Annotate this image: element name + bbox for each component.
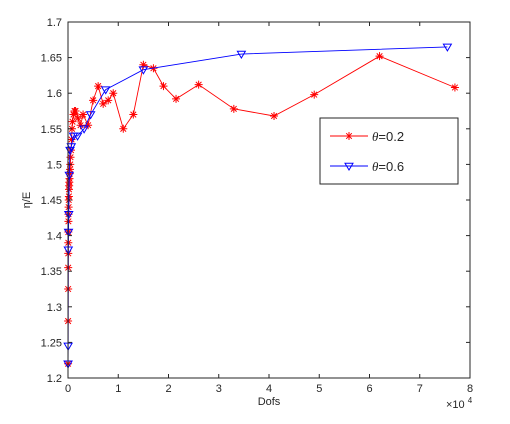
y-tick-label: 1.6 (47, 88, 62, 100)
legend-label-symbol: θ (372, 129, 379, 144)
data-point-triangle (236, 50, 247, 60)
y-tick-label: 1.45 (41, 195, 62, 207)
data-point-triangle (63, 228, 74, 238)
data-point-triangle (66, 143, 77, 152)
y-tick-label: 1.4 (47, 231, 62, 243)
y-tick-label: 1.25 (41, 337, 62, 349)
data-point-triangle (138, 66, 149, 75)
legend-label: θ=0.2 (372, 129, 404, 144)
y-tick-label: 1.3 (47, 302, 62, 314)
data-point-triangle (64, 171, 75, 181)
data-point-asterisk (66, 153, 75, 162)
data-point-asterisk (67, 135, 76, 144)
y-tick-label: 1.5 (47, 159, 62, 171)
data-point-asterisk (69, 110, 78, 119)
legend: θ=0.2θ=0.6 (319, 117, 459, 185)
legend-item-2: θ=0.6 (330, 159, 404, 174)
data-point-asterisk (79, 110, 88, 119)
x-tick-label: 3 (216, 383, 222, 395)
data-point-asterisk (71, 107, 80, 115)
data-point-asterisk (84, 121, 93, 130)
data-point-asterisk (194, 80, 203, 89)
legend-box (319, 117, 459, 185)
legend-item-1: θ=0.2 (330, 129, 404, 144)
data-point-asterisk (76, 121, 85, 130)
y-tick-label: 1.65 (41, 53, 62, 65)
y-tick-label: 1.7 (47, 17, 62, 29)
data-point-asterisk (68, 117, 77, 126)
data-point-triangle (344, 162, 354, 171)
data-point-asterisk (109, 89, 118, 98)
y-tick-label: 1.35 (41, 266, 62, 278)
x-axis-exponent: ×10 4 (446, 396, 473, 411)
x-tick-label: 6 (366, 383, 372, 395)
data-point-triangle (72, 132, 83, 141)
data-point-asterisk (104, 96, 113, 105)
data-point-asterisk (66, 165, 75, 174)
data-point-triangle (85, 111, 96, 120)
data-point-triangle (442, 43, 453, 52)
legend-label: θ=0.6 (372, 159, 404, 174)
x-axis-title: Dofs (258, 396, 281, 408)
data-point-asterisk (229, 104, 238, 113)
x-tick-label: 0 (65, 383, 71, 395)
x-tick-label: 7 (417, 383, 423, 395)
x-axis-exponent-base: ×10 (446, 399, 465, 411)
data-point-asterisk (99, 99, 108, 108)
x-tick-label: 5 (316, 383, 322, 395)
data-point-triangle (63, 210, 74, 220)
data-point-asterisk (119, 124, 128, 133)
data-point-asterisk (94, 82, 103, 91)
data-point-asterisk (310, 90, 319, 99)
legend-label-symbol: θ (372, 159, 379, 174)
legend-label-value: =0.6 (378, 159, 404, 174)
y-axis-title: η/E (21, 192, 33, 209)
plot-area (68, 22, 470, 378)
x-tick-label: 2 (165, 383, 171, 395)
x-tick-label: 4 (266, 383, 272, 395)
data-point-asterisk (270, 111, 279, 120)
data-point-asterisk (450, 83, 459, 92)
plot-background (68, 22, 470, 378)
data-point-asterisk (129, 110, 138, 119)
axes-layer: 0 1 2 3 4 5 6 7 8 1.2 1.25 1.3 1.35 1.4 1.45 1.5 1.55 1.6… (41, 17, 473, 395)
data-point-asterisk (74, 114, 83, 123)
data-point-triangle (79, 125, 89, 134)
x-tick-label: 1 (115, 383, 121, 395)
x-tick-label: 8 (467, 383, 473, 395)
data-point-asterisk (68, 124, 77, 133)
data-point-asterisk (159, 82, 168, 91)
legend-label-value: =0.2 (378, 129, 404, 144)
data-point-asterisk (139, 60, 148, 69)
data-point-triangle (100, 86, 111, 95)
legend-items: θ=0.2θ=0.6 (330, 129, 404, 174)
data-point-asterisk (172, 94, 181, 103)
y-tick-label: 1.2 (47, 373, 62, 385)
data-point-asterisk (375, 52, 384, 61)
data-point-asterisk (89, 96, 98, 105)
data-point-asterisk (65, 169, 74, 178)
x-axis-exponent-power: 4 (468, 396, 473, 405)
data-point-asterisk (345, 132, 353, 140)
y-tick-label: 1.55 (41, 124, 62, 136)
